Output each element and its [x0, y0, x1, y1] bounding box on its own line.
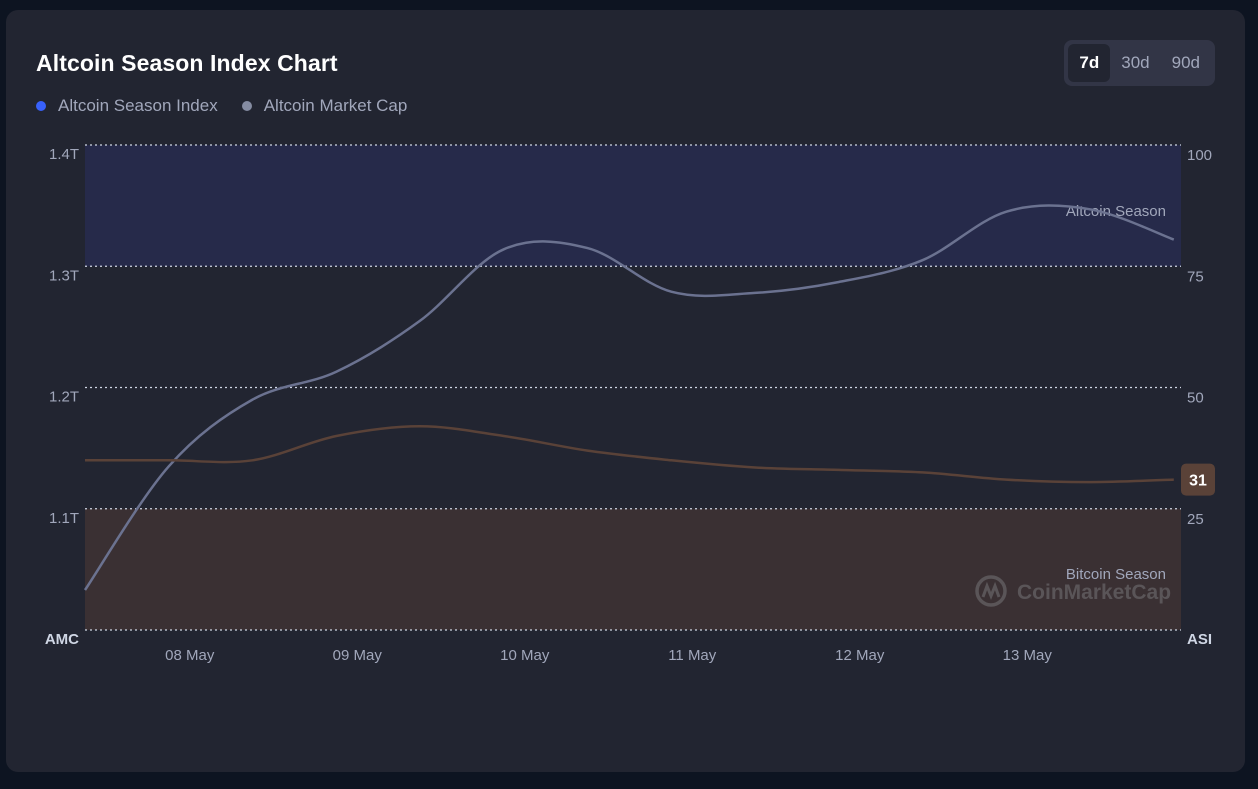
- left-tick-label: 1.2T: [49, 389, 79, 406]
- legend-label: Altcoin Season Index: [58, 96, 218, 115]
- right-tick-label: 100: [1187, 147, 1212, 164]
- range-30d-button[interactable]: 30d: [1110, 44, 1160, 82]
- range-90d-button[interactable]: 90d: [1161, 44, 1211, 82]
- coinmarketcap-logo-wave: [981, 581, 1001, 601]
- x-tick-label: 10 May: [500, 647, 550, 664]
- chart-title: Altcoin Season Index Chart: [36, 50, 338, 76]
- zone-altcoin-season: [85, 145, 1181, 267]
- legend-item-altcoin-season-index[interactable]: Altcoin Season Index: [36, 96, 218, 116]
- axis-labels: 1.4T 100 1.3T 75 1.2T 50 1.1T 25 AMC ASI 08 May 09 …: [45, 146, 1212, 664]
- legend-item-altcoin-market-cap[interactable]: Altcoin Market Cap: [241, 96, 408, 116]
- series-line-altcoin-market-cap: [83, 204, 1175, 591]
- zone-label: Bitcoin Season: [1066, 566, 1166, 583]
- left-axis-name: AMC: [45, 631, 79, 648]
- x-tick-label: 09 May: [333, 647, 383, 664]
- season-zones: Altcoin Season Bitcoin Season: [85, 145, 1181, 630]
- badge-background: [1181, 463, 1215, 496]
- legend: Altcoin Season Index Altcoin Market Cap: [36, 96, 407, 116]
- left-tick-label: 1.1T: [49, 510, 79, 527]
- range-7d-button[interactable]: 7d: [1068, 44, 1111, 82]
- watermark-text: CoinMarketCap: [1017, 581, 1171, 604]
- coinmarketcap-logo-icon: [975, 575, 1007, 607]
- time-range-selector: 7d 30d 90d: [1064, 40, 1215, 86]
- right-tick-label: 25: [1187, 511, 1204, 528]
- right-axis-name: ASI: [1187, 631, 1212, 648]
- right-tick-label: 75: [1187, 268, 1204, 285]
- legend-dot-gray: [241, 101, 252, 111]
- badge-value: 31: [1189, 473, 1207, 490]
- legend-label: Altcoin Market Cap: [263, 96, 408, 115]
- left-tick-label: 1.3T: [49, 267, 79, 284]
- zone-label: Altcoin Season: [1066, 203, 1166, 220]
- current-value-badge: 31: [1181, 463, 1215, 496]
- x-tick-label: 13 May: [1003, 647, 1053, 664]
- legend-dot-blue: [36, 101, 46, 111]
- zone-bitcoin-season: [85, 508, 1181, 630]
- series-lines: [83, 204, 1175, 591]
- left-tick-label: 1.4T: [49, 146, 79, 163]
- watermark-logo: CoinMarketCap: [975, 575, 1171, 607]
- x-tick-label: 12 May: [835, 647, 885, 664]
- x-tick-label: 11 May: [668, 647, 717, 664]
- chart-card: Altcoin Season Index Chart Altcoin Seaso…: [6, 10, 1245, 772]
- right-tick-label: 50: [1187, 390, 1204, 407]
- series-line-altcoin-season-index: [84, 425, 1174, 484]
- x-tick-label: 08 May: [165, 647, 215, 664]
